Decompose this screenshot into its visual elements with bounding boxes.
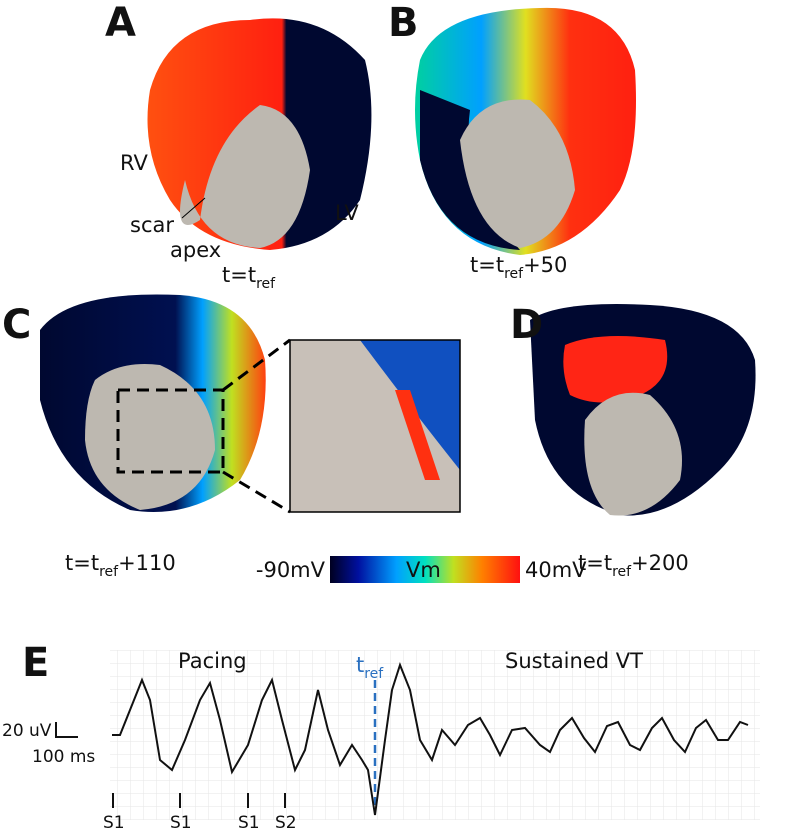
annotation: apex [170,238,221,262]
colorbar-name: Vm [406,558,441,582]
phase-label: Pacing [178,649,247,673]
time-label: t=tref+50 [470,253,567,282]
stimulus-label: S1 [170,813,192,832]
colorbar [330,556,520,583]
panel-label: A [105,0,136,46]
heart-a [147,18,372,251]
heart-d [530,304,756,516]
stimulus-label: S1 [238,813,260,832]
stimulus-label: S1 [103,813,125,832]
pointer [181,197,206,219]
panel-label: E [22,640,49,686]
stimulus-label: S2 [275,813,297,832]
colorbar-min: -90mV [256,558,326,582]
heart-b [415,7,636,256]
annotation: LV [335,201,359,225]
annotation: RV [120,151,148,175]
phase-label: Sustained VT [505,649,643,673]
stimuli [112,793,286,808]
grid [110,650,760,820]
scale-bar [55,722,78,738]
time-label: t=tref [222,263,276,292]
colorbar-max: 40mV [525,558,587,582]
annotation: scar [130,213,174,237]
panel-label: C [2,302,31,348]
scale-time: 100 ms [32,747,95,767]
ecg-trace [112,662,749,816]
panel-label: D [510,302,543,348]
panel-label: B [388,0,419,46]
scale-voltage: 20 uV [2,721,52,741]
time-label: t=tref+200 [578,551,689,580]
inset [289,339,461,513]
time-label: t=tref+110 [65,551,176,580]
tref-label: tref [356,653,384,682]
heart-c [40,294,291,514]
